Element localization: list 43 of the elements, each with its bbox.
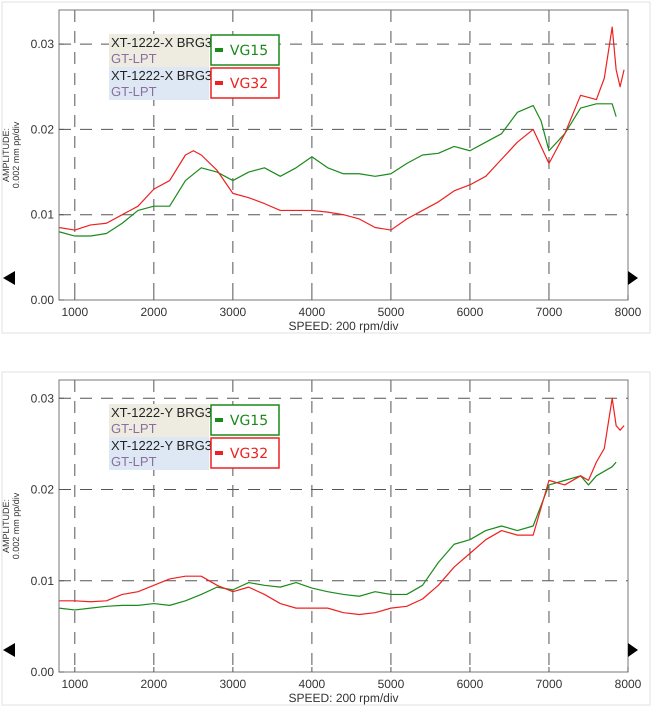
x-tick-label: 5000 [378, 677, 405, 691]
annotation: XT-1222-Y BRG3 [111, 405, 212, 420]
line-series [58, 103, 617, 237]
y-tick-label: 0.00 [30, 293, 54, 307]
line-series [58, 398, 625, 616]
x-tick-label: 8000 [614, 305, 642, 319]
annotation: GT-LPT [111, 454, 157, 469]
x-tick-label: 6000 [456, 305, 484, 319]
line-series [58, 26, 625, 231]
annotation: XT-1222-X BRG3 [111, 35, 212, 50]
y-tick-label: 0.03 [30, 37, 54, 52]
x-tick-label: 5000 [378, 305, 405, 319]
annotation: GT-LPT [111, 51, 157, 66]
x-axis-title: SPEED: 200 rpm/div [288, 319, 399, 333]
y-tick-label: 0.01 [30, 574, 54, 588]
annotation: XT-1222-Y BRG3 [111, 438, 212, 453]
x-tick-label: 7000 [536, 305, 563, 319]
annotation: GT-LPT [111, 421, 157, 436]
y-axis-title: AMPLITUDE: 0.002 mm pp/div [1, 492, 21, 560]
y-tick-label: 0.02 [30, 482, 54, 496]
x-tick-label: 3000 [220, 677, 247, 691]
x-tick-label: 1000 [61, 305, 88, 319]
legend-label: VG15 [230, 43, 268, 59]
legend-label: VG32 [230, 446, 268, 462]
y-tick-label: 0.01 [30, 208, 54, 222]
x-axis-title: SPEED: 200 rpm/div [288, 691, 399, 705]
annotation: XT-1222-X BRG3 [111, 68, 212, 83]
y-axis-title: AMPLITUDE: 0.002 mm pp/div [1, 121, 21, 188]
legend-label: VG15 [230, 413, 268, 429]
x-tick-label: 7000 [536, 677, 563, 691]
y-tick-label: 0.02 [30, 122, 54, 136]
x-tick-label: 2000 [140, 677, 168, 691]
x-tick-label: 1000 [61, 677, 88, 691]
x-tick-label: 3000 [220, 305, 247, 319]
annotation: GT-LPT [111, 84, 157, 99]
x-tick-label: 4000 [298, 305, 326, 319]
y-tick-label: 0.00 [30, 665, 54, 679]
x-tick-label: 6000 [456, 677, 484, 691]
x-tick-label: 8000 [614, 677, 642, 691]
y-tick-label: 0.03 [30, 391, 54, 406]
x-tick-label: 2000 [140, 305, 168, 319]
legend-label: VG32 [230, 76, 268, 92]
x-tick-label: 4000 [298, 677, 326, 691]
